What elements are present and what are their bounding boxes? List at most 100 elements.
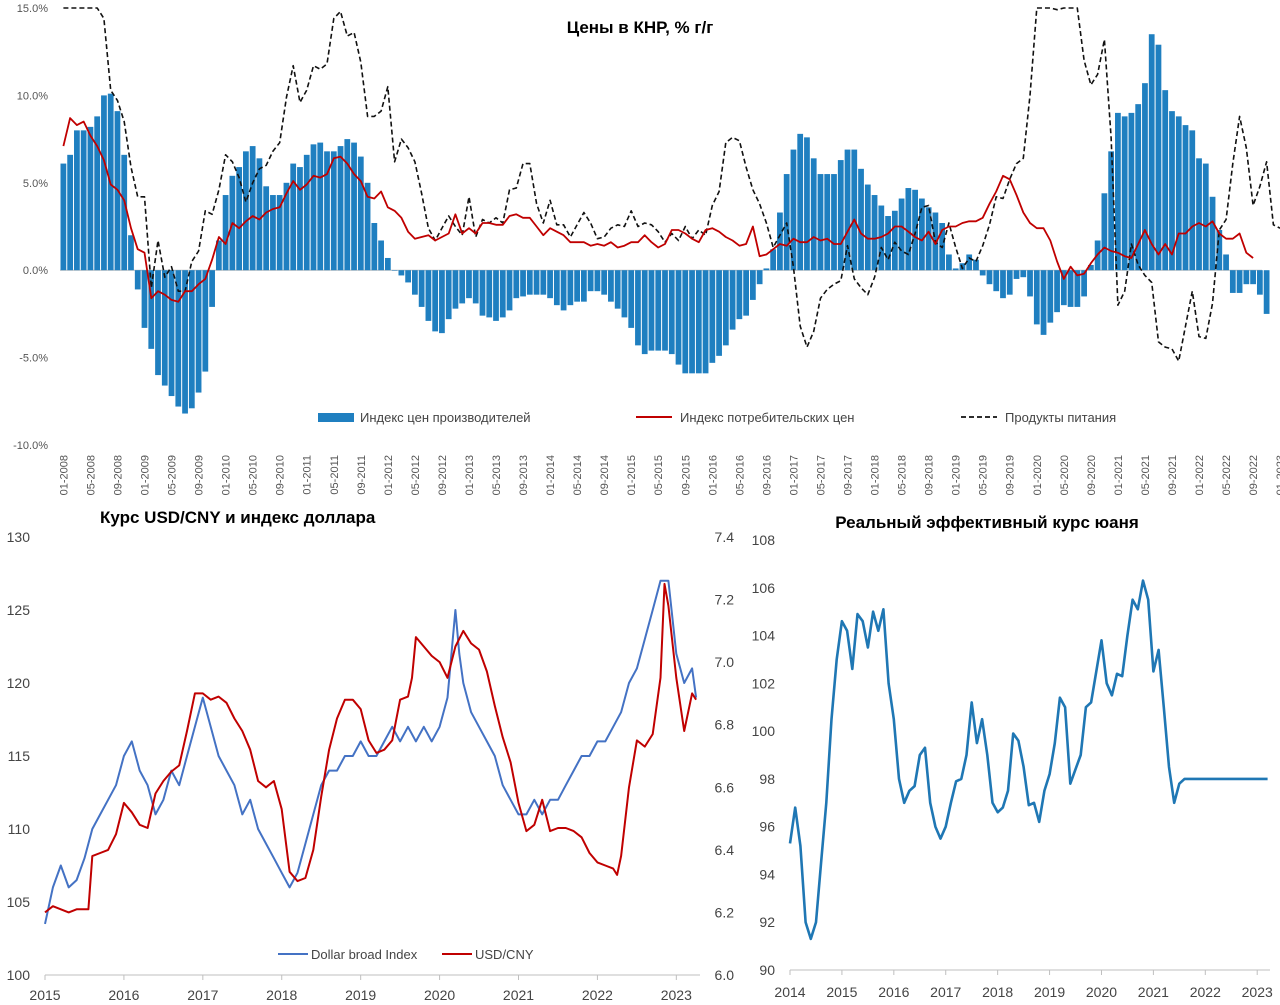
y-right-tick-label: 7.2 — [715, 592, 735, 608]
ppi-bar — [1256, 270, 1263, 295]
x-tick-label: 09-2022 — [1248, 455, 1260, 495]
ppi-bar — [195, 270, 202, 393]
x-tick-label: 05-2010 — [248, 455, 260, 495]
x-tick-label: 09-2011 — [356, 455, 368, 495]
chart-title: Цены в КНР, % г/г — [567, 18, 714, 37]
ppi-bar — [574, 270, 581, 302]
y-left-tick-label: 125 — [7, 602, 31, 618]
ppi-bar — [439, 270, 445, 334]
ppi-bar — [749, 270, 756, 300]
x-tick-label: 01-2018 — [870, 455, 882, 495]
x-tick-label: 09-2009 — [194, 455, 206, 495]
ppi-bar — [905, 188, 912, 271]
x-tick-label: 01-2013 — [464, 455, 476, 495]
x-tick-label: 01-2010 — [221, 455, 233, 495]
ppi-bar — [635, 270, 641, 346]
y-left-tick-label: 115 — [8, 748, 31, 764]
reer-line — [788, 579, 1268, 941]
ppi-bar — [513, 270, 520, 299]
x-tick-label: 2023 — [661, 987, 692, 1003]
ppi-bar — [871, 195, 878, 271]
ppi-bar — [1142, 83, 1148, 271]
ppi-bar — [695, 270, 702, 374]
ppi-bar — [1263, 270, 1270, 314]
x-tick-label: 2021 — [503, 987, 534, 1003]
ppi-bar — [628, 270, 635, 328]
ppi-bar — [128, 235, 134, 271]
ppi-bar — [303, 154, 310, 271]
x-tick-label: 09-2019 — [1005, 455, 1017, 495]
x-tick-label: 01-2008 — [58, 455, 70, 495]
x-tick-label: 2023 — [1242, 984, 1273, 1000]
x-tick-label: 09-2014 — [599, 455, 611, 495]
ppi-bar — [716, 270, 722, 356]
x-tick-label: 01-2016 — [707, 455, 719, 495]
ppi-bar — [74, 130, 80, 271]
ppi-bar — [256, 158, 263, 271]
legend-food-label: Продукты питания — [1005, 410, 1116, 425]
ppi-bar — [101, 95, 107, 271]
ppi-bar — [337, 146, 344, 271]
prices-chart: Цены в КНР, % г/г 15.0% 10.0% 5.0% 0.0% -5.0%… — [13, 3, 1280, 495]
x-tick-label: 01-2012 — [383, 455, 395, 495]
ppi-bar — [581, 270, 587, 302]
ppi-bar — [763, 268, 770, 271]
ppi-bar — [851, 149, 858, 271]
ppi-bar — [540, 270, 547, 295]
y-right-tick-label: 6.8 — [715, 717, 735, 733]
ppi-bar — [1196, 158, 1202, 271]
ppi-bar — [979, 270, 986, 276]
ppi-bar — [425, 270, 432, 321]
ppi-bar — [594, 270, 601, 292]
legend-cpi-label: Индекс потребительских цен — [680, 410, 854, 425]
ppi-bar — [918, 198, 925, 271]
ppi-bar — [1250, 270, 1256, 285]
ppi-bar — [777, 212, 783, 271]
ppi-bar — [1169, 111, 1175, 271]
y-tick-label: 104 — [752, 628, 776, 644]
ppi-bar — [668, 270, 675, 355]
ppi-bar — [864, 184, 871, 271]
x-tick-label: 09-2017 — [843, 455, 855, 495]
x-tick-label: 05-2021 — [1140, 455, 1152, 495]
ppi-bar — [161, 270, 168, 386]
x-tick-label: 05-2011 — [329, 455, 341, 495]
ppi-bar — [858, 168, 864, 271]
x-tick-label: 2019 — [345, 987, 376, 1003]
ppi-bar — [405, 270, 412, 283]
ppi-bar — [709, 270, 716, 363]
ppi-bar — [1027, 270, 1033, 297]
reer-chart: Реальный эффективный курс юаня 108 106 104 1… — [752, 513, 1273, 1000]
ppi-bar — [993, 270, 1000, 292]
ppi-bar — [587, 270, 594, 292]
x-tick-label: 2022 — [582, 987, 613, 1003]
ppi-bar — [1074, 270, 1081, 307]
x-tick-label: 09-2021 — [1167, 455, 1179, 495]
ppi-bar — [702, 270, 709, 374]
ppi-bar — [641, 270, 648, 355]
ppi-bar — [722, 270, 729, 346]
ppi-bar — [445, 270, 452, 320]
ppi-bar — [885, 216, 891, 271]
legend-ppi-label: Индекс цен производителей — [360, 410, 531, 425]
ppi-bar — [472, 270, 479, 304]
ppi-bar — [364, 182, 371, 271]
ppi-bar — [1189, 130, 1196, 271]
ppi-bar — [1128, 112, 1135, 271]
ppi-bar — [466, 270, 472, 299]
ppi-bar — [317, 142, 324, 271]
ppi-bar — [1067, 270, 1074, 307]
ppi-bar — [756, 270, 763, 285]
ppi-bar — [1148, 34, 1155, 271]
x-tick-label: 2015 — [826, 984, 857, 1000]
x-tick-label: 01-2014 — [545, 455, 557, 495]
ppi-bar — [236, 167, 243, 271]
ppi-bar — [351, 142, 357, 271]
ppi-bar — [168, 270, 175, 397]
x-tick-label: 2016 — [878, 984, 909, 1000]
usdcny-chart: Курс USD/CNY и индекс доллара 130 125 120 11… — [7, 508, 735, 1003]
x-tick-label: 01-2011 — [302, 455, 314, 495]
usdcny-line — [44, 582, 697, 914]
y-right-tick-label: 6.2 — [715, 904, 735, 920]
y-left-tick-label: 105 — [7, 894, 31, 910]
